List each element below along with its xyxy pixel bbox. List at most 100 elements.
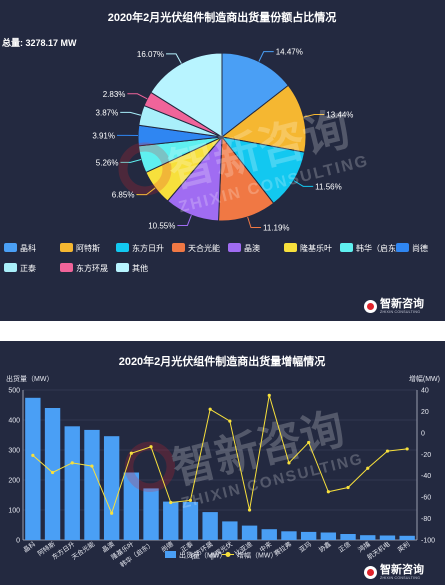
chart-title: 2020年2月光伏组件制造商出货量增幅情况 — [119, 354, 326, 368]
y-tick-right-0: 40 — [421, 388, 429, 395]
bar-16 — [340, 534, 356, 540]
legend-label-1: 阿特斯 — [76, 243, 100, 253]
chart-title: 2020年2月光伏组件制造商出货量份额占比情况 — [108, 10, 337, 24]
pie-chart-panel: 2020年2月光伏组件制造商出货量份额占比情况总量: 3278.17 MW 14.… — [0, 0, 445, 321]
growth-point-4 — [110, 511, 114, 515]
legend-label-4: 晶澳 — [244, 243, 260, 253]
x-tick-label-4: 晶澳 — [100, 539, 116, 554]
bar-8 — [182, 501, 199, 540]
pie-data-label-9: 2.83% — [103, 90, 126, 99]
growth-point-6 — [149, 445, 153, 449]
legend-label-3: 天合光能 — [188, 243, 220, 253]
legend-label-0: 晶科 — [20, 243, 36, 253]
bar-15 — [320, 532, 337, 540]
pie-data-label-2: 11.56% — [315, 182, 342, 191]
growth-point-19 — [405, 447, 409, 451]
x-tick-label-18: 航天机电 — [365, 539, 392, 562]
pie-data-label-10: 16.07% — [137, 50, 164, 59]
pie-data-label-6: 5.26% — [96, 158, 119, 167]
legend-swatch-7 — [396, 243, 409, 252]
legend-label-7: 尚德 — [412, 243, 428, 253]
x-tick-label-0: 晶科 — [21, 539, 37, 554]
logo-mark-icon — [364, 566, 377, 580]
pie-leader-line-8 — [120, 111, 141, 116]
bar-0 — [25, 397, 41, 540]
growth-points — [31, 393, 409, 515]
growth-point-1 — [50, 470, 55, 475]
legend-swatch-10 — [116, 263, 129, 272]
pie-data-label-8: 3.87% — [96, 108, 119, 117]
y-tick-right-4: -40 — [421, 473, 431, 480]
x-tick-label-3: 天合光能 — [70, 539, 97, 562]
pie-data-label-4: 10.55% — [148, 221, 175, 230]
y-tick-right-6: -80 — [421, 516, 431, 523]
growth-point-14 — [307, 440, 311, 445]
legend-swatch-5 — [284, 243, 297, 252]
x-tick-label-17: 鸿禧 — [356, 539, 372, 554]
logo-subtext: ZHIXIN CONSULTING — [380, 576, 421, 580]
growth-point-16 — [346, 485, 350, 490]
legend-label-8: 正泰 — [20, 263, 36, 273]
x-tick-label-14: 亚玛 — [298, 540, 314, 554]
pie-leader-line-5 — [136, 187, 156, 196]
legend-label-9: 东方环晟 — [76, 263, 108, 273]
growth-point-10 — [228, 419, 232, 423]
y-tick-right-5: -60 — [421, 495, 431, 502]
pie-data-label-0: 14.47% — [276, 48, 303, 57]
y-tick-right-2: 0 — [421, 430, 425, 437]
legend-swatch-0 — [4, 243, 17, 252]
growth-point-3 — [90, 464, 94, 468]
logo-text: 智新咨询 — [380, 298, 424, 310]
legend-label-5: 隆基乐叶 — [300, 243, 332, 253]
y-tick-left-0: 0 — [16, 538, 20, 545]
x-tick-label-19: 英利 — [395, 539, 411, 554]
legend-label-6: 韩华（启东） — [356, 243, 404, 253]
legend-label-bars: 出货量（MW） — [179, 551, 226, 560]
legend-swatch-3 — [172, 243, 185, 252]
legend-label-10: 其他 — [132, 263, 148, 273]
y-tick-left-1: 100 — [8, 508, 20, 515]
legend-label-line: 增幅（MW） — [237, 551, 277, 560]
pie-data-label-7: 3.91% — [92, 131, 115, 140]
y-tick-left-5: 500 — [8, 388, 20, 395]
legend-swatch-2 — [116, 243, 129, 252]
growth-point-9 — [208, 407, 212, 411]
bar-12 — [261, 529, 277, 540]
logo: 智新咨询 ZHIXIN CONSULTING — [364, 565, 424, 581]
legend-swatch-4 — [228, 243, 241, 252]
pie-data-label-3: 11.19% — [263, 223, 290, 232]
growth-point-18 — [385, 449, 390, 453]
pie-data-label-1: 13.44% — [326, 110, 353, 119]
legend-swatch-line-dot — [225, 552, 231, 557]
chart-subtitle: 总量: 3278.17 MW — [2, 37, 77, 48]
pie-leader-line-6 — [120, 158, 142, 163]
bar-13 — [281, 531, 297, 540]
logo-subtext: ZHIXIN CONSULTING — [380, 310, 421, 314]
bar-11 — [241, 525, 258, 540]
pie-data-label-5: 6.85% — [112, 191, 135, 200]
growth-point-8 — [188, 498, 193, 502]
bar-10 — [222, 521, 238, 540]
pie-leader-line-0 — [258, 51, 274, 62]
legend-swatch-8 — [4, 263, 17, 272]
y-tick-left-2: 200 — [8, 478, 20, 485]
y-axis-right-label: 增幅(MW) — [409, 374, 440, 383]
logo-mark-icon — [364, 300, 377, 314]
watermark-logo-icon — [118, 142, 172, 196]
growth-point-0 — [31, 453, 35, 457]
growth-point-5 — [129, 451, 133, 455]
bar-14 — [300, 531, 317, 540]
growth-point-2 — [70, 461, 74, 465]
growth-point-13 — [287, 461, 291, 465]
growth-line — [32, 395, 408, 515]
bar-5 — [123, 472, 140, 540]
y-tick-right-1: 20 — [421, 409, 429, 416]
growth-point-11 — [247, 508, 252, 512]
pie-leader-line-2 — [293, 180, 314, 187]
pie-leader-line-9 — [127, 93, 148, 100]
bar-4 — [103, 436, 120, 540]
pie-leader-line-1 — [303, 113, 325, 118]
